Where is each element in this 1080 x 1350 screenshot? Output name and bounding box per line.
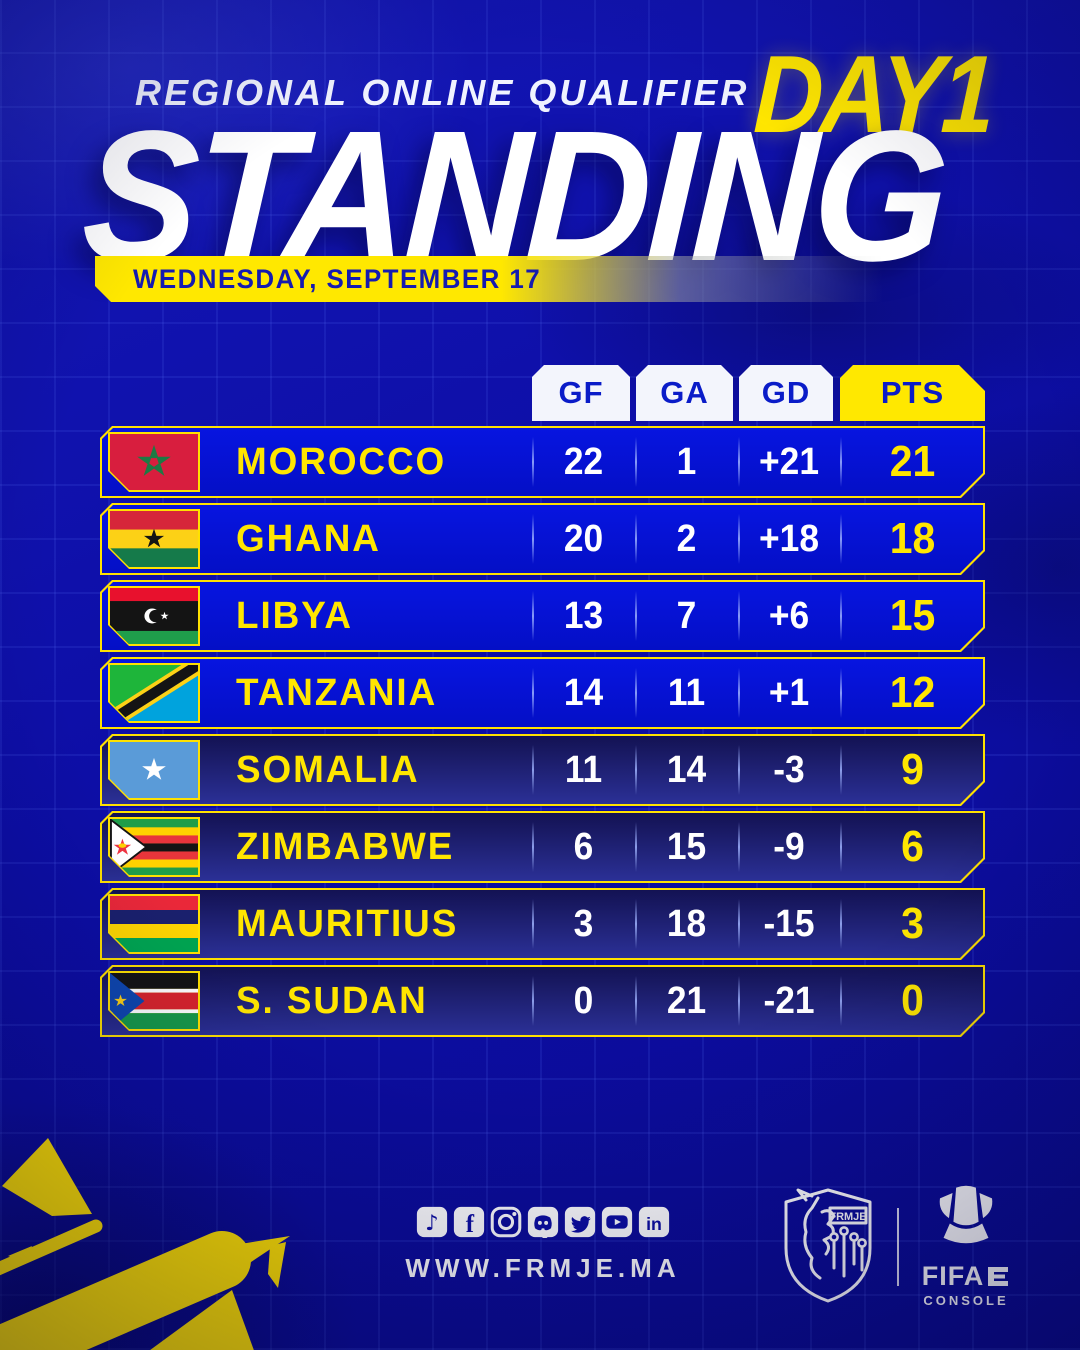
stat-gf: 13 <box>536 582 632 650</box>
team-name: LIBYA <box>236 582 353 650</box>
event-subtitle: REGIONAL ONLINE QUALIFIER <box>135 72 749 114</box>
team-name: MOROCCO <box>236 428 446 496</box>
stat-pts: 21 <box>845 428 980 496</box>
stat-ga: 18 <box>639 890 735 958</box>
table-header: GF GA GD PTS <box>100 365 985 421</box>
stat-gd: +18 <box>742 505 837 573</box>
stat-gd: -9 <box>742 813 837 881</box>
twitter-icon <box>564 1206 596 1238</box>
stat-pts: 18 <box>845 505 980 573</box>
stat-gf: 20 <box>536 505 632 573</box>
col-header-gd: GD <box>739 365 833 421</box>
table-row: MOROCCO 22 1 +21 21 <box>100 426 985 498</box>
table-row: GHANA 20 2 +18 18 <box>100 503 985 575</box>
flag-tanzania <box>108 663 200 723</box>
fifae-logo: FIFA CONSOLE <box>912 1184 1020 1308</box>
fifae-wordmark-text: FIFA <box>922 1261 985 1292</box>
col-header-ga: GA <box>636 365 733 421</box>
stat-ga: 14 <box>639 736 735 804</box>
table-row: LIBYA 13 7 +6 15 <box>100 580 985 652</box>
col-header-pts: PTS <box>840 365 985 421</box>
stat-gf: 11 <box>536 736 632 804</box>
logo-divider <box>897 1208 899 1286</box>
flag-somalia <box>108 740 200 800</box>
stat-gd: +6 <box>742 582 837 650</box>
flag-ghana <box>108 509 200 569</box>
flag-libya <box>108 586 200 646</box>
stat-gd: -15 <box>742 890 837 958</box>
date-text: WEDNESDAY, SEPTEMBER 17 <box>133 264 541 295</box>
stat-gd: +21 <box>742 428 837 496</box>
linkedin-icon: in <box>638 1206 670 1238</box>
svg-text:f: f <box>466 1211 475 1238</box>
stat-ga: 1 <box>639 428 735 496</box>
stat-ga: 15 <box>639 813 735 881</box>
frmje-logo-text: FRMJE <box>829 1211 866 1223</box>
team-name: S. SUDAN <box>236 967 428 1035</box>
team-name: ZIMBABWE <box>236 813 454 881</box>
website-url: WWW.FRMJE.MA <box>394 1253 692 1284</box>
youtube-icon <box>601 1206 633 1238</box>
tiktok-icon: ♪ <box>416 1206 448 1238</box>
table-row: SOMALIA 11 14 -3 9 <box>100 734 985 806</box>
flag-south-sudan <box>108 971 200 1031</box>
stat-pts: 12 <box>845 659 980 727</box>
stat-gd: +1 <box>742 659 837 727</box>
stat-gf: 0 <box>536 967 632 1035</box>
svg-text:♪: ♪ <box>425 1211 439 1236</box>
fifae-trophy-icon <box>939 1185 993 1244</box>
table-row: MAURITIUS 3 18 -15 3 <box>100 888 985 960</box>
stat-pts: 3 <box>845 890 980 958</box>
stat-gd: -3 <box>742 736 837 804</box>
stat-ga: 11 <box>639 659 735 727</box>
table-row: TANZANIA 14 11 +1 12 <box>100 657 985 729</box>
team-name: SOMALIA <box>236 736 420 804</box>
stat-pts: 6 <box>845 813 980 881</box>
table-row: ZIMBABWE 6 15 -9 6 <box>100 811 985 883</box>
paper-plane-graphic <box>0 1138 290 1350</box>
stat-gd: -21 <box>742 967 837 1035</box>
col-header-gf: GF <box>532 365 630 421</box>
table-row: S. SUDAN 0 21 -21 0 <box>100 965 985 1037</box>
stat-ga: 7 <box>639 582 735 650</box>
fifae-wordmark: FIFA <box>912 1261 1020 1292</box>
frmje-logo: FRMJE <box>784 1188 872 1303</box>
fifae-console-label: CONSOLE <box>912 1293 1020 1308</box>
flag-zimbabwe <box>108 817 200 877</box>
stat-pts: 0 <box>845 967 980 1035</box>
stat-ga: 21 <box>639 967 735 1035</box>
team-name: TANZANIA <box>236 659 437 727</box>
flag-mauritius <box>108 894 200 954</box>
stat-ga: 2 <box>639 505 735 573</box>
stat-pts: 15 <box>845 582 980 650</box>
team-name: MAURITIUS <box>236 890 458 958</box>
date-banner: WEDNESDAY, SEPTEMBER 17 <box>95 256 907 302</box>
discord-icon <box>527 1206 559 1238</box>
stat-pts: 9 <box>845 736 980 804</box>
stat-gf: 22 <box>536 428 632 496</box>
standings-table: GF GA GD PTS MOROCCO 22 1 +21 21 <box>100 365 985 1037</box>
svg-text:in: in <box>646 1214 662 1234</box>
facebook-icon: f <box>453 1206 485 1238</box>
stat-gf: 3 <box>536 890 632 958</box>
stat-gf: 6 <box>536 813 632 881</box>
fifae-e-icon <box>988 1267 1009 1286</box>
social-icons: ♪ f in <box>414 1206 672 1238</box>
stat-gf: 14 <box>536 659 632 727</box>
instagram-icon <box>490 1206 522 1238</box>
flag-morocco <box>108 432 200 492</box>
team-name: GHANA <box>236 505 381 573</box>
